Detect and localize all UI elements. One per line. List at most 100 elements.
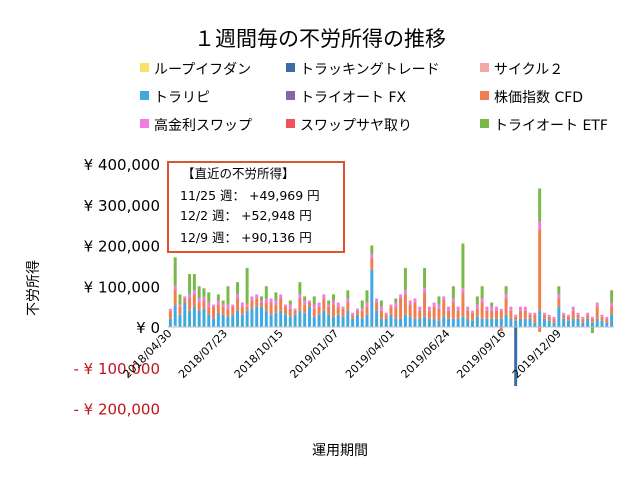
bar-segment	[447, 306, 451, 311]
bar-segment	[576, 314, 580, 319]
bar-segment	[192, 294, 196, 307]
bar-segment	[533, 312, 537, 315]
bar-segment	[173, 257, 177, 286]
bar-segment	[562, 314, 566, 319]
bar-segment	[207, 292, 211, 303]
bar-segment	[495, 306, 498, 311]
bar-segment	[403, 290, 407, 295]
bar-segment	[495, 310, 498, 319]
bar-segment-negative	[590, 327, 594, 334]
bar-segment	[284, 314, 287, 327]
bar-segment	[188, 294, 192, 299]
bar-segment	[471, 312, 475, 321]
bar-segment	[447, 318, 451, 327]
bar-segment	[509, 310, 513, 319]
bar-segment	[605, 318, 609, 323]
bar-segment	[264, 310, 268, 327]
bar-segment	[255, 298, 259, 307]
bar-segment	[485, 306, 489, 311]
bar-segment	[547, 316, 551, 321]
bar-segment	[610, 302, 614, 307]
bar-segment	[240, 314, 244, 327]
bar-segment	[269, 314, 273, 327]
bar-segment	[490, 302, 494, 307]
bar-segment	[288, 304, 292, 309]
bar-segment	[188, 298, 192, 311]
bar-segment	[183, 298, 187, 303]
bar-segment	[403, 267, 407, 291]
bar-segment	[250, 296, 254, 301]
bar-segment	[360, 308, 364, 311]
bar-segment	[255, 294, 259, 299]
bar-segment	[298, 298, 302, 311]
bar-segment	[355, 308, 359, 311]
bar-segment	[317, 314, 321, 327]
x-tick-label: 2019/06/24	[399, 327, 453, 381]
bar-segment	[298, 282, 302, 295]
bar-segment	[547, 320, 551, 327]
bar-segment	[600, 314, 604, 317]
bar-segment	[590, 316, 594, 319]
bar-segment	[279, 310, 283, 327]
bar-segment	[447, 310, 451, 319]
bar-segment	[394, 302, 398, 307]
bar-segment	[355, 314, 359, 327]
bar-segment	[408, 300, 412, 305]
bar-segment	[432, 318, 436, 327]
bar-segment	[384, 314, 388, 319]
bar-segment	[557, 294, 561, 299]
bar-segment	[451, 302, 455, 319]
bar-segment	[504, 314, 508, 327]
bar-segment	[303, 296, 307, 301]
x-axis-ticks: 2018/04/30 2018/07/23 2018/10/15 2019/01/07…	[120, 327, 563, 381]
bar-segment	[346, 310, 350, 327]
x-tick-label: 2018/07/23	[176, 327, 230, 381]
bar-segment	[403, 314, 407, 327]
bar-segment	[303, 304, 307, 313]
legend-swatch	[480, 63, 489, 72]
bar-segment	[581, 318, 585, 323]
bar-segment	[437, 320, 441, 327]
bar-segment	[202, 288, 206, 297]
bar-segment	[188, 274, 192, 295]
bar-segment	[274, 304, 278, 313]
bar-segment	[293, 310, 297, 315]
bar-segment	[327, 304, 331, 307]
legend-label: トライオート ETF	[494, 118, 608, 134]
bar-segment	[432, 306, 436, 319]
bar-segment	[312, 304, 316, 309]
bar-segment	[432, 302, 436, 307]
legend-label: トラッキングトレード	[300, 62, 440, 78]
bar-segment	[504, 294, 508, 299]
bar-segment	[394, 306, 398, 319]
bar-segment	[375, 302, 379, 311]
bar-segment	[499, 318, 503, 327]
bar-segment	[413, 298, 417, 303]
bar-segment	[346, 302, 350, 311]
bar-segment	[586, 318, 590, 327]
bar-segment	[538, 188, 542, 222]
bar-segment	[370, 245, 374, 254]
bar-segment	[413, 302, 417, 319]
bar-segment	[427, 318, 431, 327]
bar-segment	[346, 290, 350, 299]
bar-segment	[557, 286, 561, 295]
bar-segment	[197, 286, 201, 299]
bar-segment	[480, 286, 484, 299]
bar-segment	[442, 300, 446, 317]
bar-segment	[173, 285, 177, 290]
bar-segment	[236, 282, 240, 295]
bar-segment	[365, 302, 369, 307]
bar-segment	[576, 312, 580, 315]
bar-segment	[418, 318, 422, 327]
bar-segment	[183, 302, 187, 327]
x-tick-label: 2019/01/07	[287, 327, 341, 381]
bar-segment	[451, 286, 455, 299]
bar-segment	[475, 304, 479, 309]
bar-segment	[423, 267, 427, 289]
bar-segment	[346, 298, 350, 303]
legend-swatch	[140, 63, 149, 72]
bar-segment	[389, 304, 393, 307]
bar-segment	[394, 318, 398, 327]
